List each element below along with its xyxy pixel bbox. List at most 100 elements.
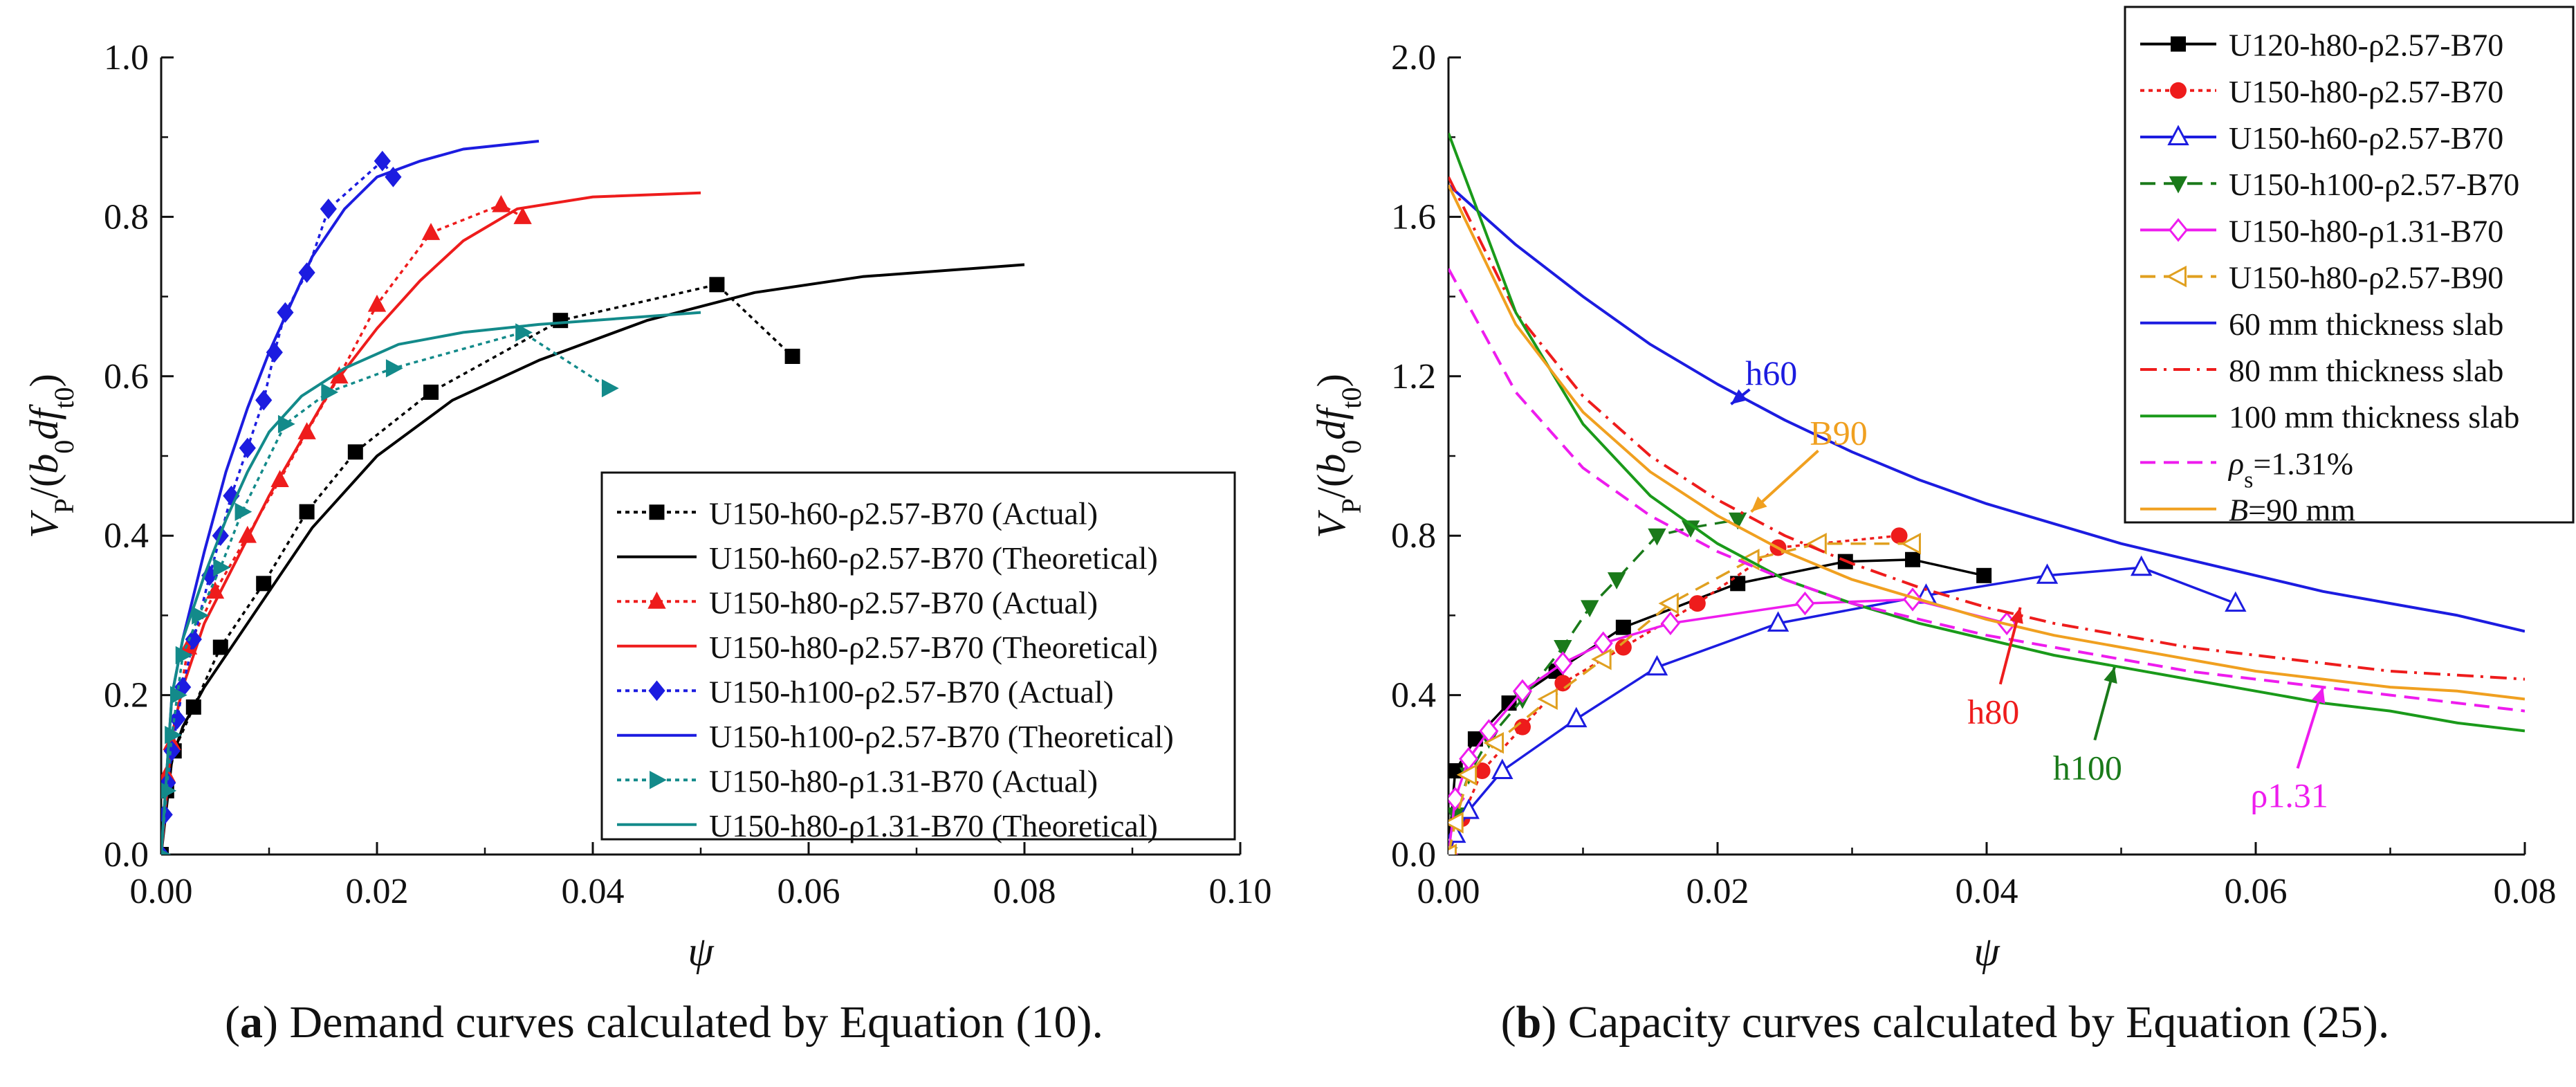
y-axis-title-part: P — [1336, 498, 1367, 513]
data-point — [192, 606, 209, 625]
series-60-mm-thickness-slab — [1448, 183, 2525, 633]
legend-label: U150-h80-ρ1.31-B70 — [2229, 213, 2503, 248]
series-line — [161, 160, 394, 855]
data-point — [1767, 611, 1790, 632]
legend-box — [2124, 6, 2575, 524]
series-line — [161, 331, 610, 855]
y-axis-title: VP/(b0dft0) — [21, 374, 80, 538]
x-tick-label: 0.02 — [346, 872, 409, 911]
data-point — [1483, 732, 1505, 754]
y-tick-label: 0.4 — [104, 516, 149, 556]
y-tick-label: 1.0 — [104, 38, 149, 77]
data-point — [256, 576, 272, 592]
annotation-1-31: ρ1.31 — [2250, 686, 2328, 815]
series-line — [161, 311, 701, 855]
data-point — [421, 223, 441, 240]
legend-label: 60 mm thickness slab — [2229, 307, 2503, 342]
legend-label: U150-h60-ρ2.57-B70 (Actual) — [709, 495, 1098, 531]
x-tick-label: 0.00 — [1417, 872, 1480, 911]
legend-sample-marker — [2168, 218, 2189, 242]
x-tick-label: 0.08 — [993, 872, 1056, 911]
data-point — [1681, 520, 1700, 538]
caption-b: (b) Capacity curves calculated by Equati… — [1314, 996, 2576, 1066]
legend-item: 100 mm thickness slab — [2140, 399, 2519, 435]
annotation-label: ρ1.31 — [2250, 776, 2328, 815]
data-point — [1581, 600, 1599, 618]
legend-label: 80 mm thickness slab — [2229, 353, 2503, 388]
x-tick-label: 0.04 — [1956, 872, 2018, 911]
annotation-label: h100 — [2053, 748, 2122, 787]
data-point — [212, 639, 228, 655]
data-point — [299, 504, 315, 520]
chart-b: 0.00 0.02 0.04 0.06 0.08 0.0 0.4 0.8 1.2 1.6 2.0 ψ V… — [1309, 6, 2575, 974]
y-axis-title-part: t0 — [1336, 387, 1367, 408]
legend-item: U150-h100-ρ2.57-B70 (Actual) — [617, 674, 1114, 709]
legend-a: U150-h60-ρ2.57-B70 (Actual) U150-h60-ρ2.5… — [600, 471, 1236, 843]
data-point — [492, 194, 510, 212]
caption-a-text: ) Demand curves calculated by Equation (… — [262, 997, 1104, 1048]
data-point — [1615, 619, 1631, 635]
data-point — [178, 637, 198, 655]
legend-item: U150-h80-ρ2.57-B90 — [2140, 260, 2503, 295]
series-line — [1448, 268, 2525, 713]
data-point — [1900, 533, 1921, 555]
legend-label: U150-h80-ρ1.31-B70 (Theoretical) — [709, 808, 1158, 843]
legend-sample-marker — [649, 504, 665, 520]
data-point — [367, 294, 387, 312]
legend-item: U150-h80-ρ1.31-B70 — [2140, 213, 2503, 248]
legend-item: U150-h80-ρ1.31-B70 (Theoretical) — [617, 808, 1158, 843]
y-tick-label: 2.0 — [1391, 38, 1436, 77]
series-s-1-31 — [1448, 268, 2525, 713]
legend-label: U150-h100-ρ2.57-B70 — [2229, 167, 2519, 202]
annotation-h100: h100 — [2053, 666, 2122, 787]
plot-area — [1448, 132, 2525, 855]
y-tick-label: 0.0 — [1391, 835, 1436, 875]
data-point — [169, 686, 187, 704]
legend-sample-marker — [647, 591, 666, 609]
data-point — [161, 849, 172, 855]
legend-sample-marker — [2169, 176, 2188, 194]
data-point — [1512, 679, 1533, 704]
legend-label: U150-h80-ρ1.31-B70 (Actual) — [709, 763, 1098, 798]
legend-label: ρs=1.31% — [2227, 446, 2353, 493]
data-point — [174, 677, 192, 697]
data-point — [1689, 595, 1706, 612]
x-tick-label: 0.06 — [2225, 872, 2288, 911]
data-point — [1473, 762, 1491, 780]
legend-sample-marker — [2171, 36, 2186, 52]
series-line — [161, 140, 540, 855]
series-u150-h100-2-57-b70-actual — [161, 150, 402, 855]
y-tick-label: 0.8 — [104, 197, 149, 237]
legend-label: U150-h60-ρ2.57-B70 (Theoretical) — [709, 540, 1158, 576]
legend-label-part: =90 mm — [2248, 493, 2355, 528]
data-point — [1646, 655, 1668, 676]
data-point — [1553, 651, 1573, 675]
series-line — [1448, 184, 2525, 701]
caption-a-prefix: ( — [224, 997, 240, 1048]
legend-b: U120-h80-ρ2.57-B70 U150-h80-ρ2.57-B70 U150… — [2124, 6, 2575, 528]
data-point — [1728, 512, 1747, 530]
y-tick-label: 0.8 — [1391, 516, 1436, 556]
caption-b-prefix: ( — [1500, 997, 1516, 1048]
data-point — [385, 166, 402, 188]
data-point — [1448, 812, 1464, 834]
y-tick-label: 0.2 — [104, 676, 149, 715]
annotation-h80: h80 — [1967, 607, 2023, 731]
x-tick-label: 0.04 — [562, 872, 625, 911]
legend-item: 80 mm thickness slab — [2140, 353, 2503, 388]
data-point — [385, 359, 403, 378]
y-axis-title-part: ) — [21, 374, 66, 387]
legend-label: 100 mm thickness slab — [2229, 399, 2519, 435]
caption-a-letter: a — [239, 997, 263, 1048]
legend-item: U150-h80-ρ2.57-B70 (Theoretical) — [617, 630, 1158, 665]
y-axis-title-part: ) — [1309, 374, 1354, 387]
y-axis-title-part: b — [1309, 454, 1354, 474]
x-tick-label: 0.08 — [2494, 872, 2557, 911]
data-point — [320, 199, 337, 219]
legend-item: U150-h100-ρ2.57-B70 — [2140, 167, 2519, 202]
y-axis-title-part: 0 — [48, 440, 80, 454]
data-point — [234, 502, 252, 521]
x-tick-label: 0.00 — [130, 872, 193, 911]
x-tick-label: 0.02 — [1686, 872, 1749, 911]
legend-item: U150-h80-ρ2.57-B70 — [2140, 74, 2503, 109]
